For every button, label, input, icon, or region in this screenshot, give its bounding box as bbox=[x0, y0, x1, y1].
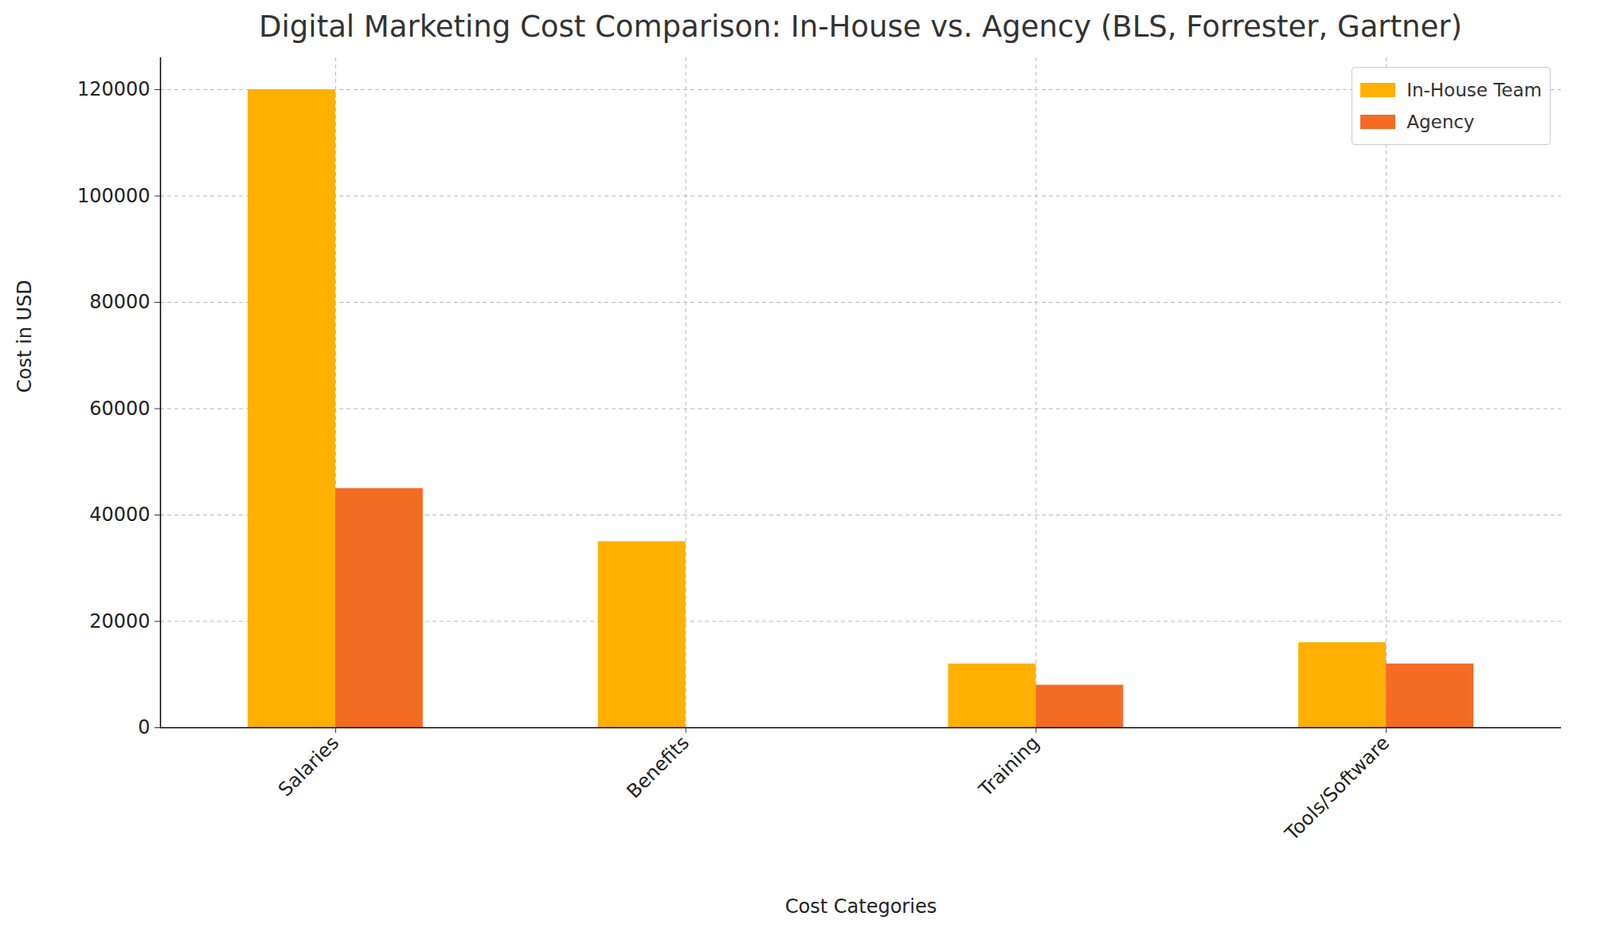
svg-text:Cost Categories: Cost Categories bbox=[785, 895, 937, 918]
svg-text:Salaries: Salaries bbox=[273, 731, 344, 801]
svg-text:Tools/Software: Tools/Software bbox=[1279, 731, 1394, 845]
svg-text:100000: 100000 bbox=[77, 184, 151, 208]
html-text:Digital Marketing Cost Compari: Digital Marketing Cost Comparison: In-Ho… bbox=[258, 9, 1463, 44]
html-text:In-House Team: In-House Team bbox=[1406, 79, 1542, 101]
svg-text:40000: 40000 bbox=[89, 503, 150, 526]
svg-text:20000: 20000 bbox=[89, 610, 150, 633]
svg-text:80000: 80000 bbox=[89, 290, 150, 313]
svg-text:Cost in USD: Cost in USD bbox=[13, 279, 36, 393]
svg-text:Benefits: Benefits bbox=[622, 731, 694, 802]
html-text:Agency: Agency bbox=[1406, 111, 1475, 133]
svg-text:Training: Training bbox=[974, 731, 1044, 801]
svg-text:120000: 120000 bbox=[77, 78, 151, 101]
svg-text:60000: 60000 bbox=[89, 397, 150, 420]
svg-text:0: 0 bbox=[137, 715, 150, 739]
